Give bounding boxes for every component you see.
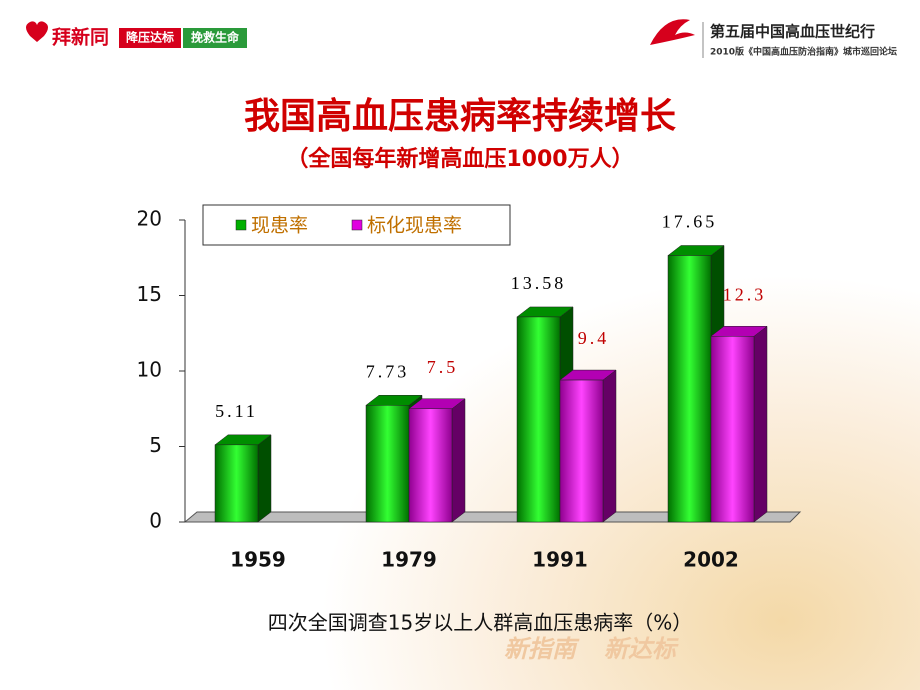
- y-tick-label: 15: [137, 282, 162, 306]
- x-tick-label: 2002: [683, 548, 739, 572]
- header: 拜新同 降压达标 挽救生命 第五届中国高血压世纪行 2010版《中国高血压防治指…: [26, 19, 897, 58]
- bar: [559, 369, 617, 523]
- y-tick-label: 10: [137, 358, 162, 382]
- x-tick-label: 1991: [532, 548, 588, 572]
- bar: [710, 325, 768, 523]
- x-tick-label: 1959: [230, 548, 286, 572]
- legend-swatch: [235, 219, 247, 231]
- watermark: 新指南: [504, 635, 580, 663]
- event: 第五届中国高血压世纪行: [710, 23, 875, 41]
- value-label: 9.4: [578, 328, 610, 348]
- legend-label: 现患率: [251, 215, 308, 237]
- slogan-box: [119, 28, 181, 48]
- slogan: 降压达标: [126, 30, 174, 45]
- value-label: 7.5: [427, 357, 459, 377]
- chart-title: 我国高血压患病率持续增长: [244, 96, 676, 137]
- bar-face: [365, 405, 410, 523]
- value-label: 13.58: [511, 273, 567, 293]
- slogan-box: [183, 28, 247, 48]
- y-tick-label: 0: [149, 509, 162, 533]
- bar-face: [451, 398, 466, 523]
- legend-swatch: [351, 219, 363, 231]
- logo-heart: [26, 21, 48, 42]
- slogan: 挽救生命: [191, 30, 240, 45]
- x-axis-label: 四次全国调查15岁以上人群高血压患病率（%）: [268, 611, 692, 635]
- bar-face: [516, 316, 561, 523]
- bar-face: [710, 336, 755, 523]
- x-tick-label: 1979: [381, 548, 437, 572]
- bar: [408, 398, 466, 523]
- value-label: 5.11: [215, 401, 258, 421]
- brand: 拜新同: [52, 26, 109, 49]
- bar: [214, 434, 272, 523]
- y-tick-label: 20: [137, 207, 162, 231]
- watermark: 新达标: [604, 635, 679, 663]
- value-label: 17.65: [662, 212, 718, 232]
- bar-face: [257, 434, 272, 523]
- bar-face: [602, 369, 617, 523]
- bar-face: [559, 379, 604, 523]
- torch-logo: [650, 19, 695, 45]
- legend-label: 标化现患率: [367, 215, 462, 237]
- bar-face: [753, 325, 768, 523]
- value-label: 12.3: [723, 284, 767, 304]
- subtitle: （全国每年新增高血压1000万人）: [286, 146, 633, 172]
- bar-face: [214, 444, 259, 523]
- bar-face: [667, 255, 712, 523]
- value-label: 7.73: [366, 361, 410, 381]
- event-sub: 2010版《中国高血压防治指南》城市巡回论坛: [710, 46, 897, 58]
- bar-face: [408, 408, 453, 523]
- y-tick-label: 5: [149, 433, 162, 457]
